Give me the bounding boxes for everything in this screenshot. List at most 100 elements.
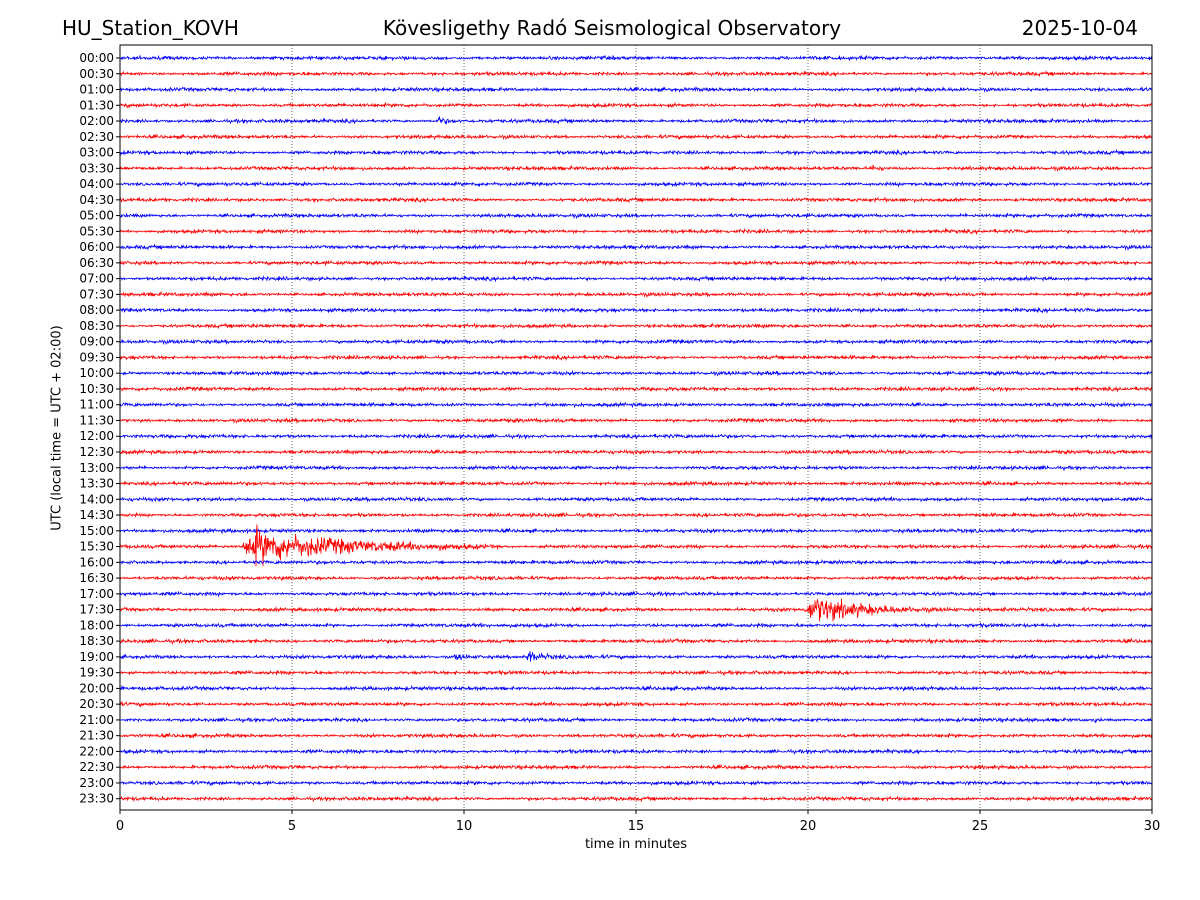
trace-1530 bbox=[119, 524, 1153, 567]
x-tick-label-5: 5 bbox=[288, 819, 296, 834]
y-tick-label-1100: 11:00 bbox=[79, 398, 114, 412]
y-tick-label-1730: 17:30 bbox=[79, 603, 114, 617]
y-tick-label-1000: 10:00 bbox=[79, 366, 114, 380]
y-tick-label-1430: 14:30 bbox=[79, 508, 114, 522]
y-tick-label-0800: 08:00 bbox=[79, 303, 114, 317]
trace-0730 bbox=[119, 290, 1153, 299]
trace-2130 bbox=[119, 731, 1153, 740]
y-axis-label: UTC (local time = UTC + 02:00) bbox=[49, 325, 65, 531]
y-tick-label-0130: 01:30 bbox=[79, 98, 114, 112]
y-tick-label-0500: 05:00 bbox=[79, 209, 114, 223]
trace-1700 bbox=[119, 590, 1153, 598]
chart-title: Kövesligethy Radó Seismological Observat… bbox=[382, 16, 842, 40]
y-tick-label-0930: 09:30 bbox=[79, 350, 114, 364]
trace-0700 bbox=[119, 274, 1153, 283]
trace-1730 bbox=[119, 598, 1153, 622]
y-tick-label-0300: 03:00 bbox=[79, 146, 114, 160]
trace-1600 bbox=[119, 558, 1153, 566]
trace-2000 bbox=[119, 684, 1153, 692]
trace-0930 bbox=[119, 353, 1153, 362]
trace-0630 bbox=[119, 259, 1153, 267]
x-tick-label-15: 15 bbox=[628, 819, 645, 834]
trace-0230 bbox=[119, 133, 1153, 141]
y-tick-label-0700: 07:00 bbox=[79, 272, 114, 286]
x-tick-label-20: 20 bbox=[800, 819, 817, 834]
trace-0830 bbox=[119, 322, 1153, 330]
trace-0430 bbox=[119, 196, 1153, 204]
station-name: HU_Station_KOVH bbox=[62, 16, 239, 40]
trace-2200 bbox=[119, 748, 1153, 755]
trace-0300 bbox=[119, 148, 1153, 157]
y-tick-label-2300: 23:00 bbox=[79, 776, 114, 790]
y-tick-label-1300: 13:00 bbox=[79, 461, 114, 475]
y-tick-label-1900: 19:00 bbox=[79, 650, 114, 664]
trace-1230 bbox=[119, 448, 1153, 456]
trace-1400 bbox=[119, 495, 1153, 503]
y-tick-label-0630: 06:30 bbox=[79, 256, 114, 270]
y-tick-label-1230: 12:30 bbox=[79, 445, 114, 459]
trace-1300 bbox=[119, 464, 1153, 472]
trace-0200 bbox=[119, 116, 1153, 125]
trace-1130 bbox=[119, 417, 1153, 425]
trace-1800 bbox=[119, 622, 1153, 629]
y-tick-label-1700: 17:00 bbox=[79, 587, 114, 601]
y-tick-label-0000: 00:00 bbox=[79, 51, 114, 65]
y-tick-label-1930: 19:30 bbox=[79, 666, 114, 680]
chart-date: 2025-10-04 bbox=[1021, 16, 1138, 40]
trace-0900 bbox=[119, 338, 1153, 346]
trace-1100 bbox=[119, 401, 1153, 409]
trace-1900 bbox=[119, 651, 1153, 662]
trace-0500 bbox=[119, 212, 1153, 220]
y-tick-label-1830: 18:30 bbox=[79, 634, 114, 648]
y-tick-label-0030: 00:30 bbox=[79, 67, 114, 81]
trace-1030 bbox=[119, 385, 1153, 393]
y-tick-label-1330: 13:30 bbox=[79, 477, 114, 491]
y-tick-label-2330: 23:30 bbox=[79, 792, 114, 806]
y-tick-label-0530: 05:30 bbox=[79, 224, 114, 238]
y-tick-label-0200: 02:00 bbox=[79, 114, 114, 128]
y-tick-label-0730: 07:30 bbox=[79, 287, 114, 301]
trace-0400 bbox=[119, 180, 1153, 188]
trace-0530 bbox=[119, 227, 1153, 236]
y-tick-label-0900: 09:00 bbox=[79, 335, 114, 349]
trace-0100 bbox=[119, 86, 1153, 93]
trace-0130 bbox=[119, 101, 1153, 109]
y-tick-label-1800: 18:00 bbox=[79, 618, 114, 632]
y-tick-label-0330: 03:30 bbox=[79, 161, 114, 175]
trace-0600 bbox=[119, 243, 1153, 251]
y-tick-label-2130: 21:30 bbox=[79, 729, 114, 743]
y-tick-label-0400: 04:00 bbox=[79, 177, 114, 191]
trace-1330 bbox=[119, 480, 1153, 488]
trace-1200 bbox=[119, 432, 1153, 440]
trace-0000 bbox=[119, 54, 1153, 62]
trace-1430 bbox=[119, 511, 1153, 519]
trace-1000 bbox=[119, 369, 1153, 377]
y-tick-label-0600: 06:00 bbox=[79, 240, 114, 254]
y-tick-label-0830: 08:30 bbox=[79, 319, 114, 333]
y-tick-label-0230: 02:30 bbox=[79, 130, 114, 144]
trace-2100 bbox=[119, 716, 1153, 724]
y-tick-label-0430: 04:30 bbox=[79, 193, 114, 207]
trace-2330 bbox=[119, 795, 1153, 803]
x-tick-label-25: 25 bbox=[972, 819, 989, 834]
y-tick-label-1030: 10:30 bbox=[79, 382, 114, 396]
y-tick-label-2100: 21:00 bbox=[79, 713, 114, 727]
y-tick-label-1400: 14:00 bbox=[79, 492, 114, 506]
y-tick-label-2000: 20:00 bbox=[79, 681, 114, 695]
x-tick-label-30: 30 bbox=[1144, 819, 1161, 834]
trace-1630 bbox=[119, 574, 1153, 582]
y-tick-label-2200: 22:00 bbox=[79, 744, 114, 758]
trace-2030 bbox=[119, 700, 1153, 708]
y-tick-label-1600: 16:00 bbox=[79, 555, 114, 569]
x-tick-label-0: 0 bbox=[116, 819, 124, 834]
y-tick-label-1530: 15:30 bbox=[79, 540, 114, 554]
y-tick-label-2230: 22:30 bbox=[79, 760, 114, 774]
trace-1830 bbox=[119, 637, 1153, 645]
y-tick-label-1630: 16:30 bbox=[79, 571, 114, 585]
trace-1930 bbox=[119, 669, 1153, 677]
y-tick-label-2030: 20:30 bbox=[79, 697, 114, 711]
trace-2300 bbox=[119, 779, 1153, 787]
x-axis-label: time in minutes bbox=[584, 837, 688, 852]
trace-2230 bbox=[119, 763, 1153, 771]
